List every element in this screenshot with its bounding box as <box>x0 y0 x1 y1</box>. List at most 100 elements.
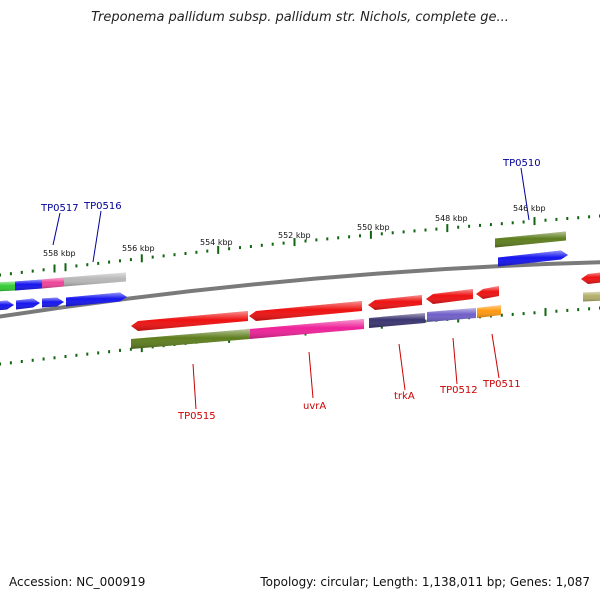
gene-blue-c[interactable] <box>16 298 40 310</box>
minor-tick <box>108 260 111 264</box>
callout-line-tp0512 <box>452 337 458 385</box>
callout-line-tp0516 <box>92 210 102 263</box>
minor-tick <box>511 312 514 316</box>
gene-green-shade <box>0 281 15 292</box>
minor-tick <box>42 268 45 272</box>
major-tick <box>140 344 143 353</box>
minor-tick <box>9 361 12 365</box>
minor-tick <box>260 243 263 247</box>
minor-tick <box>86 352 89 356</box>
gene-red-tp0515-shade <box>131 311 248 331</box>
gene-magenta-uvra-shade <box>250 319 364 339</box>
minor-tick <box>20 360 23 363</box>
gene-navy-trka[interactable] <box>369 313 425 328</box>
gene-red-trka[interactable] <box>368 295 422 310</box>
gene-label-tp0510[interactable]: TP0510 <box>502 158 541 169</box>
gene-label-tp0516[interactable]: TP0516 <box>83 201 122 212</box>
callout-lines <box>52 167 530 410</box>
minor-tick <box>555 217 558 221</box>
gene-label-tp0515[interactable]: TP0515 <box>177 411 216 422</box>
minor-tick <box>108 350 111 354</box>
minor-tick <box>500 313 503 317</box>
gene-purple-tp0512[interactable] <box>427 308 476 322</box>
minor-tick <box>195 250 198 254</box>
gene-label-trka[interactable]: trkA <box>394 391 415 402</box>
gene-gray-shade <box>64 272 126 287</box>
gene-blue-a[interactable] <box>15 279 42 291</box>
minor-tick <box>9 272 12 276</box>
gene-red-tp0511-shade <box>476 286 499 299</box>
map-title: Treponema pallidum subsp. pallidum str. … <box>91 10 509 25</box>
minor-tick <box>20 270 23 274</box>
gene-label-tp0511[interactable]: TP0511 <box>482 379 521 390</box>
tick-label-550: 550 kbp <box>357 223 390 232</box>
callout-line-uvra <box>308 351 314 399</box>
tick-label-548: 548 kbp <box>435 214 468 223</box>
gene-purple-tp0512-shade <box>427 308 476 322</box>
gene-features[interactable] <box>0 231 600 350</box>
gene-red-tp0515[interactable] <box>131 311 248 331</box>
minor-tick <box>424 228 427 232</box>
minor-tick <box>97 261 100 265</box>
gene-label-tp0512[interactable]: TP0512 <box>439 385 478 396</box>
scale-ticks-outer <box>0 214 600 277</box>
minor-tick <box>129 347 132 351</box>
tick-label-554: 554 kbp <box>200 238 233 247</box>
minor-tick <box>64 355 67 358</box>
major-tick <box>446 224 449 233</box>
minor-tick <box>129 258 132 262</box>
minor-tick <box>239 246 241 250</box>
minor-tick <box>555 309 558 313</box>
minor-tick <box>413 229 416 233</box>
minor-tick <box>348 235 351 239</box>
gene-red-edge[interactable] <box>581 272 600 284</box>
minor-tick <box>511 221 514 225</box>
accession-text: Accession: NC_000919 <box>9 575 146 589</box>
gene-label-uvra[interactable]: uvrA <box>303 401 326 412</box>
gene-red-tp0511[interactable] <box>476 286 499 299</box>
minor-tick <box>566 308 569 312</box>
gene-pink-shade <box>42 277 64 289</box>
gene-red-trka-shade <box>368 295 422 310</box>
gene-blue-b-shade <box>0 300 14 311</box>
gene-blue-e[interactable] <box>66 292 127 307</box>
gene-red-uvra-shade <box>249 301 362 321</box>
gene-red-tp0512[interactable] <box>426 289 473 304</box>
minor-tick <box>75 264 78 268</box>
gene-khaki-edge-shade <box>583 291 600 302</box>
gene-blue-d[interactable] <box>42 297 64 308</box>
minor-tick <box>533 311 536 315</box>
minor-tick <box>282 241 285 245</box>
minor-tick <box>86 263 89 267</box>
gene-gray[interactable] <box>64 272 126 287</box>
callout-line-trka <box>398 343 406 391</box>
minor-tick <box>391 231 394 235</box>
gene-blue-b[interactable] <box>0 300 14 311</box>
callout-line-tp0517 <box>52 212 61 246</box>
genome-stats-text: Topology: circular; Length: 1,138,011 bp… <box>260 575 590 589</box>
gene-blue-d-shade <box>42 297 64 308</box>
minor-tick <box>119 259 121 263</box>
major-tick <box>64 263 67 272</box>
minor-tick <box>337 236 340 240</box>
gene-olive-tp0510[interactable] <box>495 231 566 248</box>
callout-line-tp0515 <box>192 363 197 410</box>
gene-blue-c-shade <box>16 298 40 310</box>
minor-tick <box>53 356 56 360</box>
gene-blue-tp0510[interactable] <box>498 250 568 267</box>
minor-tick <box>97 351 100 355</box>
tick-label-546: 546 kbp <box>513 204 546 213</box>
gene-magenta-uvra[interactable] <box>250 319 364 339</box>
gene-green[interactable] <box>0 281 15 292</box>
gene-red-uvra[interactable] <box>249 301 362 321</box>
gene-olive-tp0515-shade <box>131 329 250 349</box>
gene-pink[interactable] <box>42 277 64 289</box>
minor-tick <box>184 252 187 255</box>
gene-orange-tp0511[interactable] <box>477 305 501 318</box>
gene-label-tp0517[interactable]: TP0517 <box>40 203 79 214</box>
gene-khaki-edge[interactable] <box>583 291 600 302</box>
gene-olive-tp0515[interactable] <box>131 329 250 349</box>
minor-tick <box>402 230 405 234</box>
minor-tick <box>544 218 547 222</box>
